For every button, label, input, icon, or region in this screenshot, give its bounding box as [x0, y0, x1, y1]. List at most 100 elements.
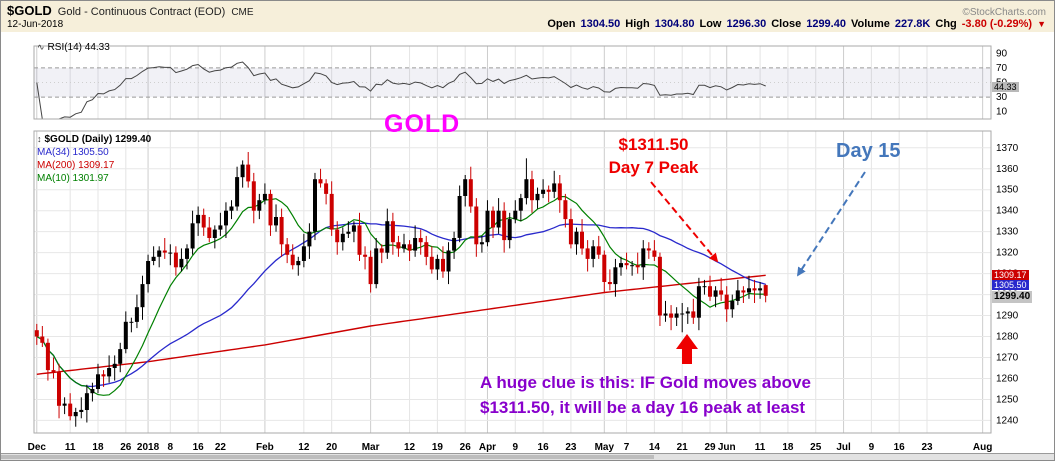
svg-text:10: 10	[996, 107, 1008, 118]
svg-text:16: 16	[538, 442, 550, 453]
horizontal-scrollbar[interactable]	[1, 453, 1054, 460]
ma200-line	[36, 274, 766, 375]
day15-arrow	[797, 171, 866, 277]
svg-text:1320: 1320	[996, 248, 1019, 259]
svg-text:1260: 1260	[996, 373, 1019, 384]
rsi-legend: ∿ RSI(14) 44.33	[37, 42, 110, 53]
annotation-day7-peak: $1311.50 Day 7 Peak	[571, 133, 736, 179]
svg-text:23: 23	[921, 442, 933, 453]
svg-text:29: 29	[704, 442, 716, 453]
svg-text:8: 8	[168, 442, 174, 453]
candlesticks	[34, 152, 768, 427]
annotation-day7-label: Day 7 Peak	[608, 158, 699, 177]
ma10-legend: MA(10) 1301.97	[37, 173, 109, 184]
svg-text:16: 16	[193, 442, 205, 453]
svg-text:Aug: Aug	[973, 442, 992, 453]
symbol: $GOLD	[7, 3, 52, 18]
copyright: ©StockCharts.com	[962, 7, 1046, 18]
rsi-band	[34, 67, 991, 98]
svg-text:19: 19	[432, 442, 444, 453]
up-arrow	[676, 334, 698, 364]
volume-value: 227.8K	[894, 18, 931, 30]
quote-date: 12-Jun-2018	[7, 19, 64, 30]
svg-text:1350: 1350	[996, 185, 1019, 196]
close-value: 1299.40	[806, 18, 846, 30]
last-price-tag: 1299.40	[992, 290, 1033, 303]
svg-text:20: 20	[326, 442, 338, 453]
svg-text:21: 21	[677, 442, 689, 453]
chg-label: Chg	[935, 18, 957, 30]
ma34-legend: MA(34) 1305.50	[37, 147, 109, 158]
svg-text:30: 30	[996, 92, 1008, 103]
svg-text:1280: 1280	[996, 332, 1019, 343]
svg-text:11: 11	[65, 442, 76, 453]
svg-text:1240: 1240	[996, 415, 1019, 426]
svg-text:Mar: Mar	[362, 442, 380, 453]
symbol-description: Gold - Continuous Contract (EOD)	[57, 6, 226, 18]
svg-text:1360: 1360	[996, 164, 1019, 175]
day7-arrow	[650, 181, 719, 263]
svg-text:2018: 2018	[137, 442, 160, 453]
svg-text:Apr: Apr	[479, 442, 496, 453]
svg-text:Jun: Jun	[718, 442, 736, 453]
price-legend-title-row: ↕ $GOLD (Daily) 1299.40	[37, 133, 151, 146]
ma34-price-tag: 1305.50	[992, 280, 1029, 291]
rsi-legend-label: RSI(14) 44.33	[47, 42, 110, 53]
open-label: Open	[547, 18, 576, 30]
svg-text:1270: 1270	[996, 353, 1019, 364]
svg-text:11: 11	[755, 442, 766, 453]
chg-value: -3.80 (-0.29%)	[961, 18, 1033, 30]
scrollbar-thumb[interactable]	[1, 455, 654, 459]
annotation-clue: A huge clue is this: IF Gold moves above…	[480, 370, 811, 420]
svg-text:9: 9	[869, 442, 875, 453]
svg-text:1250: 1250	[996, 394, 1019, 405]
ma34-line	[36, 222, 766, 388]
quote-strip: Open 1304.50 High 1304.80 Low 1296.30 Cl…	[547, 18, 1046, 30]
price-legend-label: $GOLD (Daily) 1299.40	[44, 134, 152, 145]
annotation-day15: Day 15	[836, 140, 901, 162]
chart-header: $GOLD Gold - Continuous Contract (EOD) C…	[1, 1, 1054, 32]
ma200-legend: MA(200) 1309.17	[37, 160, 115, 171]
volume-label: Volume	[850, 18, 890, 30]
high-label: High	[625, 18, 650, 30]
svg-text:90: 90	[996, 48, 1008, 59]
svg-text:23: 23	[565, 442, 577, 453]
svg-text:25: 25	[810, 442, 822, 453]
rsi-value-tag: 44.33	[992, 81, 1019, 92]
header-quote-row: 12-Jun-2018 Open 1304.50 High 1304.80 Lo…	[1, 17, 1054, 33]
svg-text:1340: 1340	[996, 206, 1019, 217]
low-label: Low	[699, 18, 722, 30]
exchange: CME	[231, 7, 254, 18]
chg-down-icon: ▼	[1037, 19, 1046, 29]
svg-text:70: 70	[996, 63, 1008, 74]
indicator-icon: ∿	[37, 42, 45, 52]
svg-text:Dec: Dec	[28, 442, 47, 453]
svg-text:12: 12	[298, 442, 310, 453]
high-value: 1304.80	[654, 18, 695, 30]
svg-text:1330: 1330	[996, 227, 1019, 238]
annotation-clue-line2: $1311.50, it will be a day 16 peak at le…	[480, 398, 806, 417]
svg-text:18: 18	[782, 442, 794, 453]
annotation-gold: GOLD	[384, 110, 461, 138]
rsi-line	[36, 61, 766, 120]
svg-text:May: May	[595, 442, 615, 453]
svg-text:1290: 1290	[996, 311, 1019, 322]
svg-text:16: 16	[894, 442, 906, 453]
svg-text:12: 12	[404, 442, 416, 453]
svg-text:9: 9	[513, 442, 519, 453]
price-legend: ↕ $GOLD (Daily) 1299.40 MA(34) 1305.50 MA…	[37, 133, 151, 185]
ma200-price-tag: 1309.17	[992, 270, 1029, 281]
svg-text:Jul: Jul	[836, 442, 851, 453]
annotation-clue-line1: A huge clue is this: IF Gold moves above	[480, 373, 811, 392]
header-title-row: $GOLD Gold - Continuous Contract (EOD) C…	[1, 1, 1054, 18]
annotation-day7-price: $1311.50	[618, 135, 689, 154]
annotation-arrows	[650, 171, 866, 364]
svg-text:26: 26	[460, 442, 472, 453]
svg-text:22: 22	[215, 442, 227, 453]
svg-text:Feb: Feb	[256, 442, 274, 453]
chart-position-icon: ↕	[37, 134, 42, 144]
svg-text:7: 7	[624, 442, 630, 453]
close-label: Close	[771, 18, 802, 30]
